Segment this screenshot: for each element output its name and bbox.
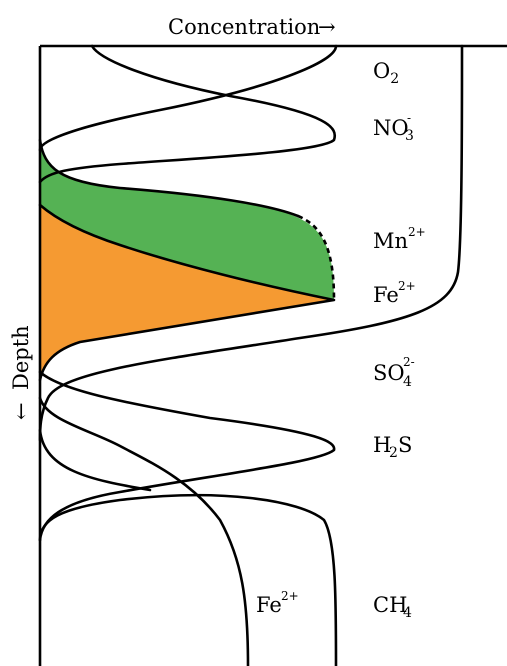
svg-text:4: 4 [403, 374, 412, 390]
svg-text:SO: SO [373, 361, 405, 385]
svg-text:Fe: Fe [373, 283, 399, 307]
label-ch4: CH 4 [373, 593, 412, 621]
svg-text:Mn: Mn [373, 229, 408, 253]
svg-text:3: 3 [405, 128, 414, 144]
h2s-lower-branch [38, 428, 152, 492]
label-no3: NO 3 - [373, 111, 414, 144]
ch4-curve [38, 493, 338, 666]
concentration-label: Concentration → [168, 15, 336, 39]
label-fe-deep: Fe 2+ [256, 589, 299, 617]
h2s-curve [38, 370, 336, 542]
svg-text:2+: 2+ [281, 589, 299, 603]
svg-text:NO: NO [373, 116, 409, 140]
label-h2s: H 2 S [373, 433, 412, 461]
label-o2: O2 [373, 59, 399, 87]
mn-curve [38, 138, 300, 218]
mn-curve-dashed [297, 214, 336, 301]
svg-text:4: 4 [403, 605, 412, 621]
concentration-text: Concentration [168, 15, 320, 39]
depth-text: Depth [9, 325, 33, 390]
concentration-arrow: → [318, 15, 336, 39]
fe-deep-curve [38, 396, 250, 666]
svg-text:O2: O2 [373, 59, 399, 87]
svg-text:H: H [373, 433, 391, 457]
svg-text:2+: 2+ [398, 279, 416, 293]
svg-text:Fe: Fe [256, 593, 282, 617]
no3-curve [38, 44, 337, 184]
label-so4: SO 4 2- [373, 355, 415, 390]
mn-area [40, 140, 334, 300]
o2-curve [38, 44, 338, 152]
svg-text:S: S [398, 433, 412, 457]
svg-text:2: 2 [389, 445, 398, 461]
label-fe: Fe 2+ [373, 279, 416, 307]
svg-text:2+: 2+ [408, 225, 426, 239]
so4-curve [38, 44, 464, 442]
svg-text:CH: CH [373, 593, 407, 617]
depth-arrow: ← [9, 402, 33, 420]
depth-label: ← Depth [9, 325, 33, 420]
label-mn: Mn 2+ [373, 225, 426, 253]
svg-text:-: - [407, 111, 411, 125]
svg-text:2-: 2- [403, 355, 415, 369]
fe-curve [38, 203, 336, 382]
